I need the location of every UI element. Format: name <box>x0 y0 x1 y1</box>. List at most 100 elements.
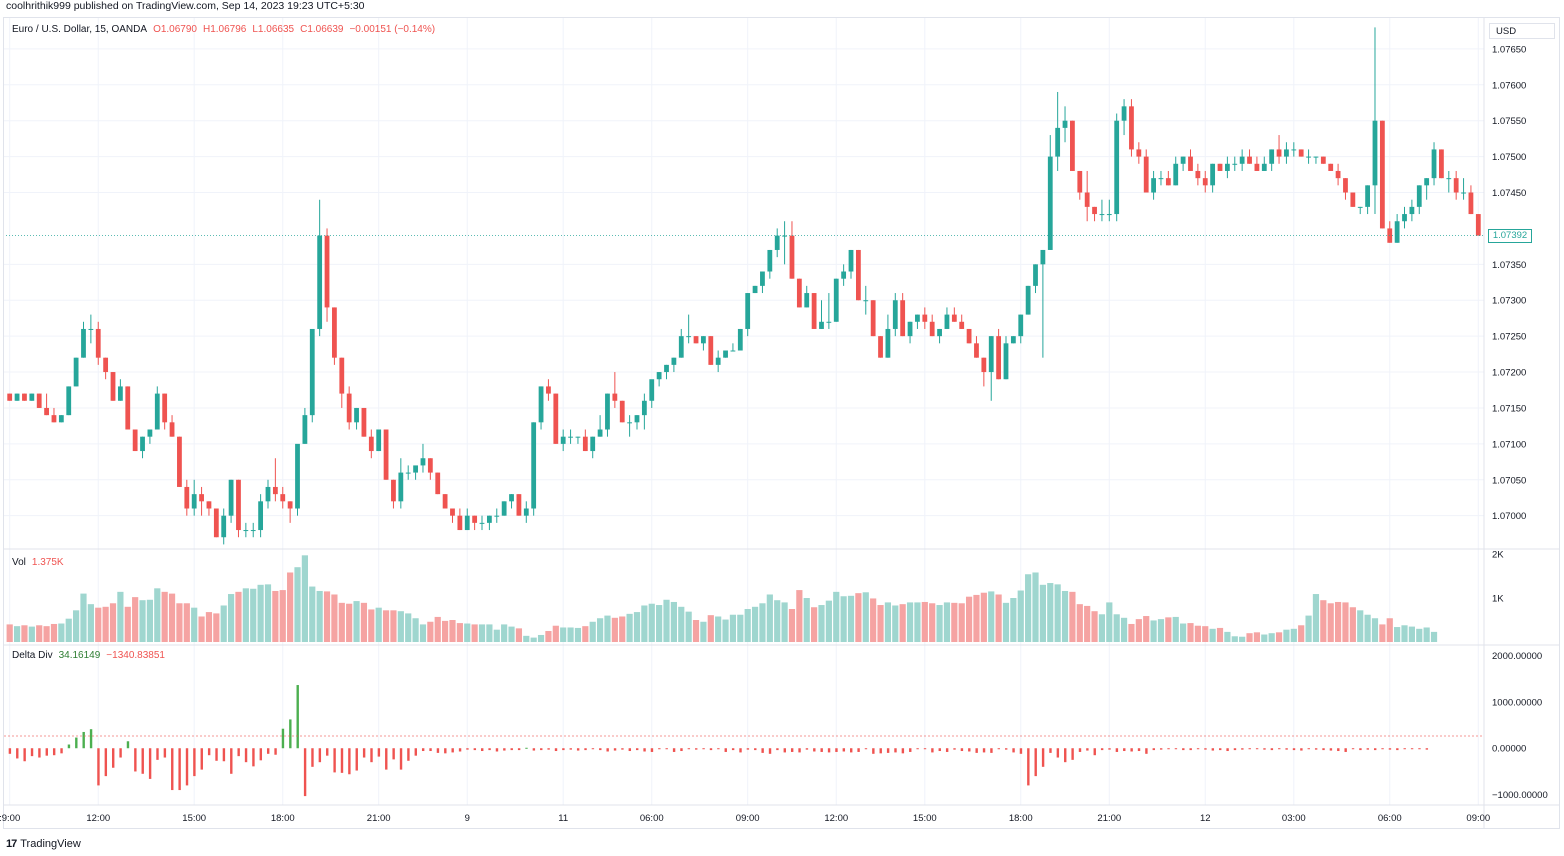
volume-bar <box>1054 584 1061 642</box>
delta-bar <box>739 748 742 753</box>
candle <box>760 271 765 294</box>
delta-bar <box>289 719 292 749</box>
candle <box>1033 264 1038 294</box>
candle <box>863 285 869 315</box>
candle <box>1025 285 1031 315</box>
delta-bar <box>761 748 764 753</box>
volume-bar <box>183 603 190 642</box>
volume-bar <box>442 620 449 642</box>
delta-bar <box>717 748 720 750</box>
candle-body <box>509 494 514 502</box>
candle <box>937 328 942 344</box>
candle-body <box>951 314 957 322</box>
delta-bar <box>754 748 757 751</box>
candle <box>605 393 610 437</box>
volume-bar <box>1143 616 1150 642</box>
candle <box>1453 170 1459 200</box>
candle <box>1424 178 1430 200</box>
candle <box>1276 135 1282 164</box>
time-axis[interactable]: :9:00 12:00 15:00 18:00 21:00 9 11 06:00 09:00 12… <box>0 813 1490 824</box>
candle <box>383 429 389 480</box>
candle-body <box>1446 178 1452 180</box>
candle <box>553 393 559 444</box>
volume-bar <box>434 616 441 642</box>
volume-bar <box>375 607 382 642</box>
candle-body <box>1254 163 1260 171</box>
candle <box>1239 149 1245 171</box>
candle <box>804 285 810 308</box>
price-axis[interactable]: 1.07650 1.07600 1.07550 1.07500 1.07450 1.073… <box>6 44 1526 522</box>
candle-body <box>287 501 293 509</box>
volume-bar <box>1039 584 1046 642</box>
candle <box>117 379 123 401</box>
delta-bar <box>414 748 417 756</box>
candle-body <box>1047 156 1053 250</box>
volume-bar <box>501 624 508 642</box>
candle <box>243 522 249 538</box>
candle <box>826 293 832 329</box>
candle-body <box>1424 178 1430 186</box>
delta-bar <box>473 748 477 751</box>
delta-bar <box>746 748 750 750</box>
delta-bar <box>923 748 927 750</box>
candle-body <box>346 393 352 423</box>
candle-body <box>1468 192 1474 215</box>
candle-body <box>36 393 42 408</box>
candle-body <box>841 271 847 279</box>
candle-body <box>737 328 743 351</box>
delta-bar <box>259 748 263 761</box>
volume-bar <box>685 611 692 642</box>
delta-legend: Delta Div 34.16149 −1340.83851 <box>12 650 171 661</box>
candle <box>250 522 256 538</box>
candle-body <box>1372 120 1378 186</box>
volume-bar <box>545 631 552 642</box>
candle-body <box>885 328 891 358</box>
candle-body <box>51 415 57 423</box>
volume-bar <box>154 588 161 642</box>
symbol-label[interactable]: Euro / U.S. Dollar, 15, OANDA <box>12 24 148 35</box>
delta-bar <box>1019 748 1023 754</box>
currency-badge[interactable]: USD <box>1489 23 1555 39</box>
candle <box>1180 156 1186 171</box>
volume-bar <box>1253 632 1261 642</box>
candle-body <box>1217 163 1223 171</box>
volume-label[interactable]: Vol <box>12 557 26 568</box>
candle-body <box>14 393 20 401</box>
candle-body <box>22 393 27 401</box>
low-value: L1.06635 <box>252 24 295 35</box>
candle <box>1070 120 1075 171</box>
delta-bar <box>702 748 705 750</box>
delta-bar <box>1219 748 1222 751</box>
volume-bar <box>1202 626 1209 642</box>
candle-body <box>1195 170 1201 179</box>
delta-bar <box>1337 748 1340 752</box>
delta-bar <box>1152 748 1155 751</box>
delta-bar <box>60 748 63 754</box>
candle-body <box>1062 120 1068 128</box>
candle-body <box>154 393 160 430</box>
delta-bar <box>266 748 270 754</box>
time-tick-label: 9 <box>465 813 470 824</box>
delta-label[interactable]: Delta Div <box>12 650 53 661</box>
candle <box>169 415 175 437</box>
candle-body <box>435 472 441 495</box>
candle <box>678 328 684 358</box>
candle <box>1387 221 1393 243</box>
candle <box>1217 163 1223 171</box>
volume-tick-label: 2K <box>1492 550 1504 561</box>
tradingview-logo[interactable]: 17 TradingView <box>6 838 81 850</box>
candle <box>29 393 35 401</box>
delta-axis[interactable]: 2000.00000 1000.00000 0.00000 −1000.00000 <box>1492 651 1548 801</box>
candle-body <box>339 357 345 394</box>
delta-bar <box>695 748 698 750</box>
candle <box>922 307 928 329</box>
volume-bar <box>1113 614 1120 642</box>
candle-body <box>826 321 832 323</box>
candle <box>774 228 780 258</box>
volume-axis[interactable]: 2K 1K <box>1492 550 1504 605</box>
candle <box>464 508 470 531</box>
delta-bar <box>1344 748 1347 752</box>
candle <box>1313 156 1319 164</box>
delta-value-1: 34.16149 <box>58 650 101 661</box>
